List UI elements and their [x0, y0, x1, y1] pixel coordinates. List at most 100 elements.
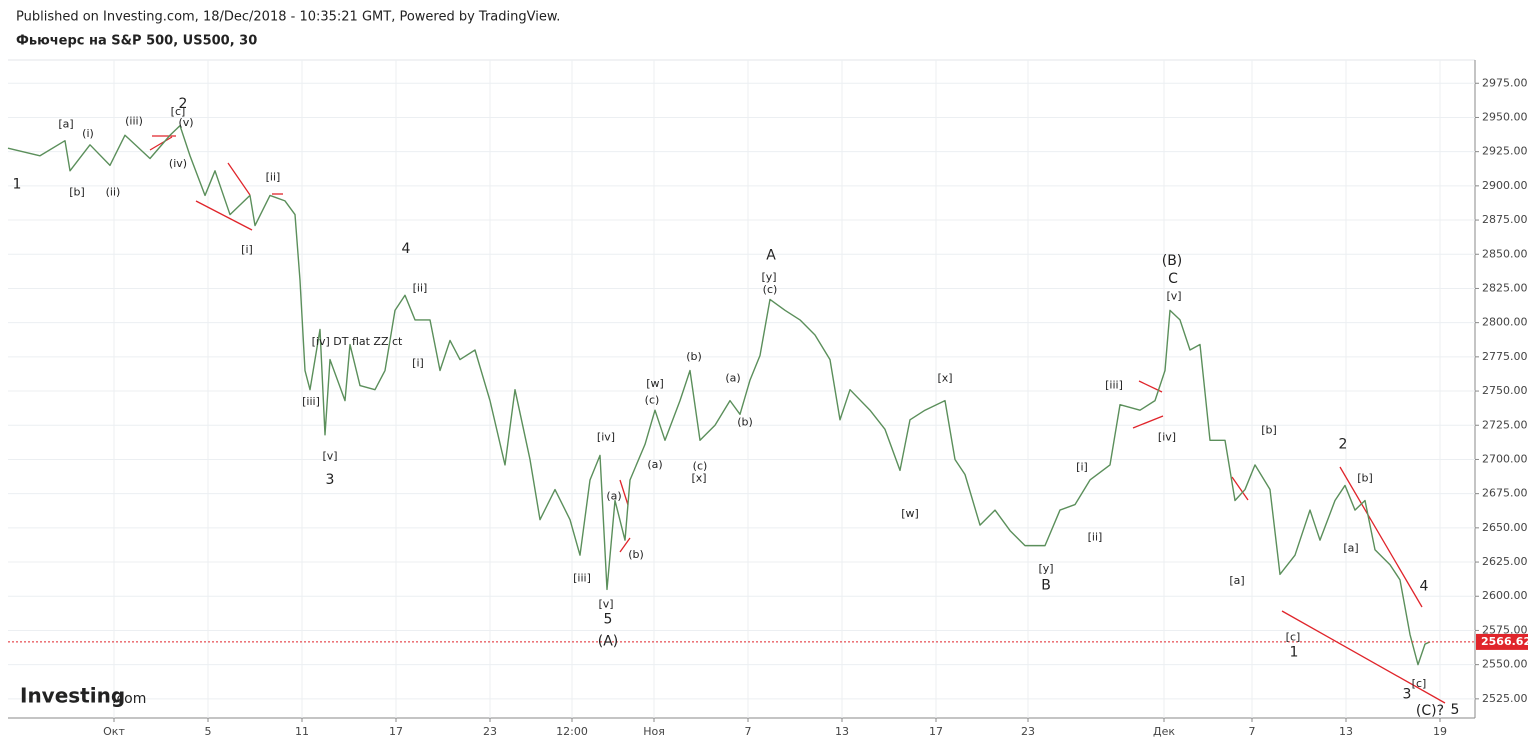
wave-label: [i]	[1076, 461, 1088, 474]
wave-label: [c]	[171, 105, 186, 118]
wave-label: (c)	[645, 394, 660, 407]
wave-label: (iii)	[125, 115, 143, 128]
y-tick-label: 2525.00	[1482, 692, 1528, 705]
y-tick-label: 2725.00	[1482, 418, 1528, 431]
y-tick-label: 2825.00	[1482, 281, 1528, 294]
wave-label: [a]	[58, 117, 73, 130]
y-tick-label: 2850.00	[1482, 247, 1528, 260]
x-tick-label: 7	[745, 725, 752, 738]
wave-label: [i]	[241, 243, 253, 256]
x-tick-label: 7	[1249, 725, 1256, 738]
x-tick-label: 11	[295, 725, 309, 738]
x-tick-label: Ноя	[643, 725, 665, 738]
instrument-title: Фьючерс на S&P 500, US500, 30	[16, 34, 257, 49]
wave-label: [iii]	[573, 571, 591, 584]
wave-label: (b)	[628, 548, 644, 561]
x-tick-label: 12:00	[556, 725, 588, 738]
wave-label: (a)	[647, 458, 662, 471]
wave-label: [v]	[322, 450, 337, 463]
wave-label: 2	[179, 96, 188, 112]
wave-label: [ii]	[266, 171, 281, 184]
wave-label: (i)	[82, 127, 94, 140]
wave-label: 4	[1420, 579, 1429, 595]
wave-label: (C)?	[1416, 703, 1444, 719]
trendlines	[149, 135, 1446, 704]
y-tick-label: 2975.00	[1482, 76, 1528, 89]
wave-label: 2	[1339, 436, 1348, 452]
wave-label: [i]	[412, 357, 424, 370]
wave-label: (A)	[598, 633, 619, 649]
x-tick-label: 17	[389, 725, 403, 738]
wave-label: 5	[604, 612, 613, 628]
y-tick-label: 2900.00	[1482, 179, 1528, 192]
logo-suffix: .com	[112, 691, 146, 707]
wave-label: 3	[326, 472, 335, 488]
y-tick-label: 2925.00	[1482, 145, 1528, 158]
y-tick-label: 2550.00	[1482, 658, 1528, 671]
wave-label: [c]	[1286, 630, 1301, 643]
x-tick-label: 13	[835, 725, 849, 738]
y-tick-label: 2750.00	[1482, 384, 1528, 397]
wave-label: [b]	[69, 186, 85, 199]
y-tick-label: 2875.00	[1482, 213, 1528, 226]
wave-label: [y]	[1038, 562, 1053, 575]
x-tick-label: 19	[1433, 725, 1447, 738]
x-tick-label: Окт	[103, 725, 125, 738]
published-note: Published on Investing.com, 18/Dec/2018 …	[16, 10, 560, 25]
y-tick-label: 2775.00	[1482, 350, 1528, 363]
wave-label: [iii]	[302, 395, 320, 408]
wave-label: [a]	[1229, 574, 1244, 587]
wave-label: (c)	[763, 283, 778, 296]
x-tick-label: 23	[483, 725, 497, 738]
wave-label: (iv)	[169, 157, 187, 170]
wave-label: [ii]	[1088, 530, 1103, 543]
y-tick-label: 2625.00	[1482, 555, 1528, 568]
wave-label: [w]	[646, 377, 664, 390]
x-tick-label: 13	[1339, 725, 1353, 738]
wave-label: [y]	[761, 271, 776, 284]
wave-label: (b)	[737, 416, 753, 429]
wave-label: [iv]	[1158, 431, 1176, 444]
wave-label: (ii)	[106, 186, 121, 199]
wave-label: (v)	[178, 116, 193, 129]
wave-label: [a]	[1343, 541, 1358, 554]
wave-label: B	[1041, 577, 1051, 593]
wave-label: [iv]	[597, 431, 615, 444]
wave-label: [ii]	[413, 281, 428, 294]
wave-label: 3	[1403, 687, 1412, 703]
wave-label: (a)	[606, 489, 621, 502]
wave-label: (a)	[725, 372, 740, 385]
plot: 1[a](i)(iii)[c]2(v)(iv)[b] (ii)[ii][i] 4[i…	[7, 96, 1475, 719]
wave-label: [x]	[937, 372, 952, 385]
wave-label: [v]	[1166, 290, 1181, 303]
wave-label: [x]	[691, 472, 706, 485]
wave-label: 1	[1290, 644, 1299, 660]
wave-label: 1	[13, 176, 22, 192]
last-price-label: 2566.62	[1481, 635, 1531, 648]
wave-label: [v]	[598, 597, 613, 610]
y-tick-label: 2950.00	[1482, 110, 1528, 123]
x-tick-label: 17	[929, 725, 943, 738]
wave-label: 5	[1451, 702, 1460, 718]
wave-label: A	[766, 248, 776, 264]
y-tick-label: 2800.00	[1482, 316, 1528, 329]
price-line	[7, 124, 1431, 666]
wave-label: [b]	[1261, 424, 1277, 437]
wave-label: [iii]	[1105, 379, 1123, 392]
y-tick-label: 2600.00	[1482, 589, 1528, 602]
wave-label: (B)	[1162, 253, 1183, 269]
wave-label: (b)	[686, 350, 702, 363]
x-tick-label: 23	[1021, 725, 1035, 738]
y-tick-label: 2675.00	[1482, 487, 1528, 500]
wave-label: C	[1168, 271, 1178, 287]
grid	[8, 60, 1475, 718]
wave-label: [w]	[901, 507, 919, 520]
wave-label: [b]	[1357, 472, 1373, 485]
wave-label: [iv] DT flat ZZ ct	[312, 335, 403, 348]
wave-label: (c)	[693, 459, 708, 472]
y-tick-label: 2575.00	[1482, 623, 1528, 636]
last-price-box	[1476, 633, 1528, 650]
y-tick-label: 2650.00	[1482, 521, 1528, 534]
logo-brand: Investing	[20, 684, 125, 708]
